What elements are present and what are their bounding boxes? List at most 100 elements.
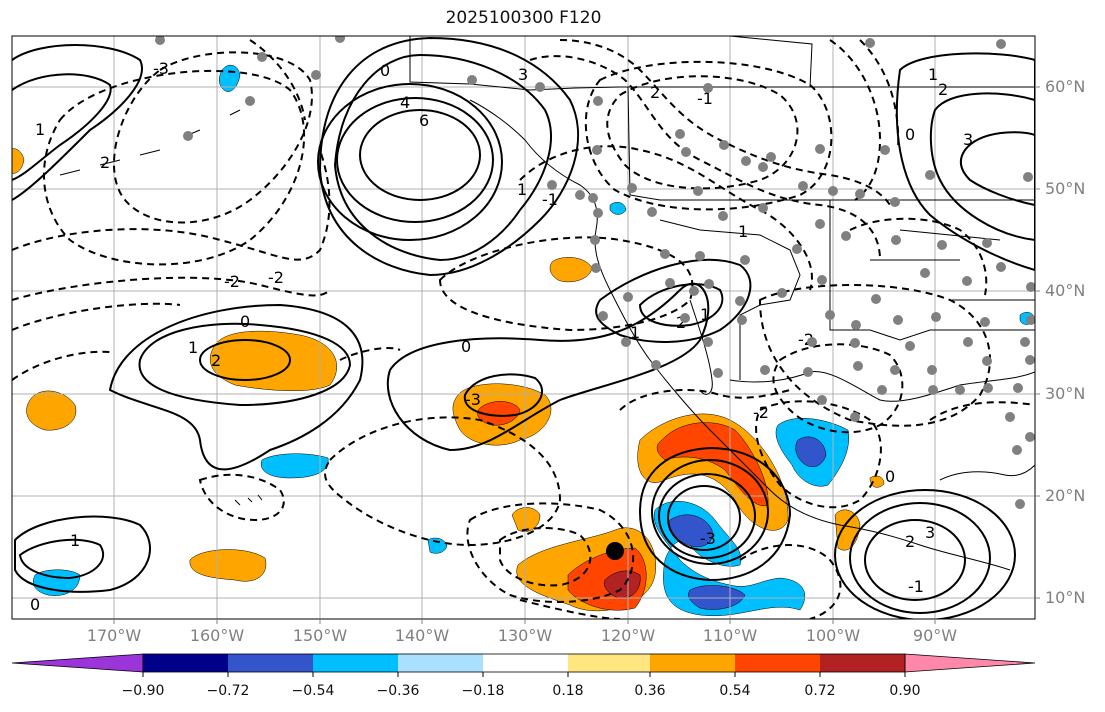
pos-ring-k xyxy=(959,131,1035,207)
colorbar-segment xyxy=(483,654,568,672)
contour-label: 0 xyxy=(380,61,390,80)
shade-darkred-1 xyxy=(604,570,641,599)
high-ring-3 xyxy=(333,53,552,262)
station-dots xyxy=(155,36,1035,509)
pos-ring-a xyxy=(199,339,291,381)
contour-label: -3 xyxy=(465,390,481,409)
contour-label: -3 xyxy=(153,59,169,78)
pos-ring-b xyxy=(138,322,352,407)
neg-ring-i xyxy=(324,416,562,547)
neg-ring-t xyxy=(859,39,900,151)
contour-label: 0 xyxy=(30,595,40,614)
contour-label: -3 xyxy=(700,529,716,548)
shade-navy-3 xyxy=(795,436,827,467)
neg-ring-w xyxy=(739,544,842,619)
pos-ring-n xyxy=(595,258,752,343)
neg-ring-p xyxy=(519,145,813,291)
pos-ring-i xyxy=(895,52,1035,272)
neg-ring-y xyxy=(929,401,1035,421)
low-center-ring-2 xyxy=(658,473,756,559)
lon-label: 170°W xyxy=(86,626,142,645)
lon-label: 160°W xyxy=(189,626,245,645)
neg-ring-aa xyxy=(249,39,306,121)
contours xyxy=(12,36,1035,619)
contour-label: 1 xyxy=(70,531,80,550)
pos-ring-m xyxy=(12,73,112,181)
contour-label: 0 xyxy=(885,467,895,486)
lon-label: 120°W xyxy=(600,626,656,645)
colorbar-segment xyxy=(568,654,650,672)
colorbar-tick-label: 0.72 xyxy=(804,683,836,699)
high-center-ring-4 xyxy=(317,83,503,241)
pos-ring-c xyxy=(463,373,544,417)
contour-label: -1 xyxy=(908,577,924,596)
shade-orange-8 xyxy=(511,507,541,532)
storm-center-marker xyxy=(606,542,624,560)
low-center-ring-3 xyxy=(651,459,769,565)
shade-blue-5 xyxy=(427,537,448,554)
shade-blue-3 xyxy=(260,453,329,479)
neg-ring-z xyxy=(849,217,988,296)
colorbar-segment xyxy=(143,654,228,672)
contour-label: 1 xyxy=(630,323,640,342)
colorbar-segment xyxy=(735,654,820,672)
shade-orange-7 xyxy=(189,549,267,582)
contour-label: 2 xyxy=(938,80,948,99)
zero-ring-a xyxy=(108,303,364,471)
lat-label: 50°N xyxy=(1045,179,1086,198)
neg-ring-d xyxy=(43,69,305,266)
contour-label: -1 xyxy=(697,89,713,108)
contour-label: 6 xyxy=(419,111,429,130)
colorbar xyxy=(11,653,1036,677)
contours-dashed xyxy=(12,39,1035,619)
pos-ring-h xyxy=(834,489,1016,619)
contour-label: -2 xyxy=(224,272,240,291)
neg-ring-l xyxy=(755,400,882,509)
lon-label: 100°W xyxy=(805,626,861,645)
contour-label: 0 xyxy=(240,312,250,331)
colorbar-tick-label: −0.18 xyxy=(461,683,505,699)
colorbar-segment xyxy=(228,654,313,672)
pos-ring-e xyxy=(18,538,105,580)
pos-ring-d xyxy=(14,515,151,593)
shade-blue-6 xyxy=(219,64,241,92)
colorbar-right-extend xyxy=(904,653,1036,673)
lon-label: 140°W xyxy=(394,626,450,645)
contour-label: 2 xyxy=(905,532,915,551)
axis-ticks xyxy=(113,86,1040,624)
shade-blue-7 xyxy=(609,202,627,215)
lat-label: 30°N xyxy=(1045,384,1086,403)
lat-label: 20°N xyxy=(1045,486,1086,505)
contour-label: 4 xyxy=(400,93,410,112)
colorbar-segment xyxy=(313,654,398,672)
shade-red-1 xyxy=(477,401,521,426)
neg-ring-b xyxy=(584,60,833,211)
neg-ring-c xyxy=(112,51,313,224)
lat-label: 10°N xyxy=(1045,588,1086,607)
contour-label: 1 xyxy=(928,65,938,84)
contour-label: 1 xyxy=(517,180,527,199)
lon-label: 130°W xyxy=(497,626,553,645)
shade-navy-2 xyxy=(688,585,746,610)
contour-label: 1 xyxy=(700,305,710,324)
low-ring-4 xyxy=(638,446,792,582)
colorbar-tick-label: −0.72 xyxy=(206,683,250,699)
shade-orange-10 xyxy=(12,148,25,174)
colorbar-tick-label: 0.54 xyxy=(719,683,751,699)
neg-ring-q xyxy=(529,55,881,261)
shade-orange-9 xyxy=(834,509,861,551)
lon-label: 150°W xyxy=(292,626,348,645)
colorbar-tick-label: 0.18 xyxy=(552,683,584,699)
pos-ring-j xyxy=(929,92,1035,242)
pos-ring-f xyxy=(864,519,966,601)
neg-ring-v xyxy=(519,599,621,619)
neg-ring-k xyxy=(499,527,592,587)
high-center-ring-6 xyxy=(359,109,481,201)
neg-ring-h xyxy=(12,350,111,381)
neg-ring-f xyxy=(12,276,331,301)
neg-ring-j xyxy=(466,502,634,603)
colorbar-segment xyxy=(820,654,905,672)
colorbar-tick-label: −0.54 xyxy=(291,683,335,699)
shade-orange-4 xyxy=(549,257,593,283)
